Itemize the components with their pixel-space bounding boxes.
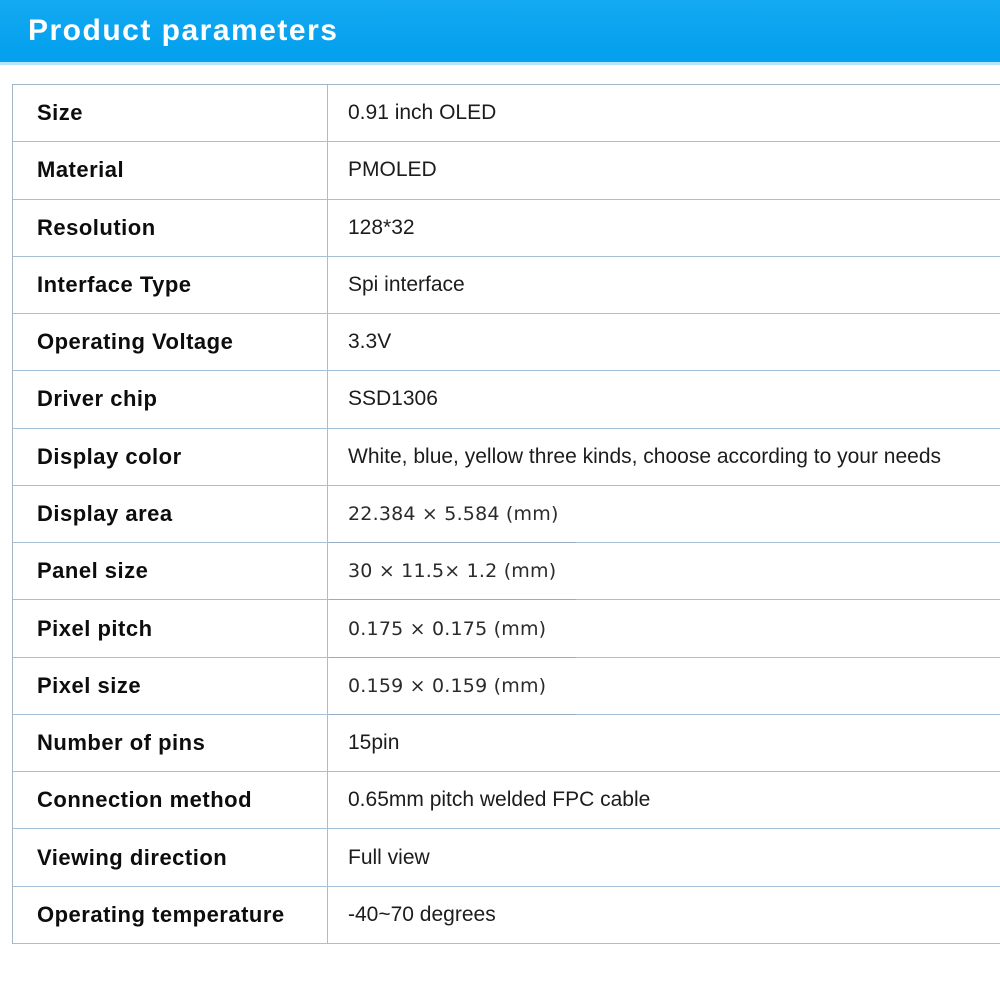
- param-value: White, blue, yellow three kinds, choose …: [348, 444, 941, 468]
- param-label: Connection method: [13, 772, 328, 829]
- param-value: Full view: [348, 845, 430, 869]
- param-label: Material: [13, 142, 328, 199]
- param-value: 3.3V: [348, 330, 392, 354]
- param-label: Panel size: [13, 543, 328, 600]
- table-row-display-color: Display color White, blue, yellow three …: [13, 428, 1000, 486]
- table-row-connection-method: Connection method 0.65mm pitch welded FP…: [13, 772, 1000, 830]
- page-title: Product parameters: [28, 14, 339, 47]
- param-value: SSD1306: [348, 387, 438, 411]
- table-row-panel-size: Panel size 30 × 11.5× 1.2 (mm): [13, 543, 1000, 602]
- param-value: 0.91 inch OLED: [348, 101, 497, 125]
- header-banner: Product parameters: [0, 0, 1000, 65]
- param-label: Display area: [13, 485, 328, 543]
- param-label: Operating Voltage: [13, 314, 328, 371]
- table-row-operating-temperature: Operating temperature -40~70 degrees: [13, 886, 1000, 944]
- table-row-number-of-pins: Number of pins 15pin: [13, 714, 1000, 773]
- param-value: PMOLED: [348, 158, 437, 182]
- param-value: 0.65mm pitch welded FPC cable: [348, 788, 651, 812]
- table-row-driver-chip: Driver chip SSD1306: [13, 371, 1000, 429]
- param-label: Number of pins: [13, 714, 328, 772]
- param-value: 0.175 × 0.175 (mm): [348, 617, 547, 640]
- param-value: Spi interface: [348, 272, 465, 296]
- table-row-pixel-pitch: Pixel pitch 0.175 × 0.175 (mm): [13, 600, 1000, 659]
- parameters-table: Size 0.91 inch OLED Material PMOLED Reso…: [12, 84, 1000, 944]
- table-row-pixel-size: Pixel size 0.159 × 0.159 (mm): [13, 657, 1000, 717]
- param-label: Viewing direction: [13, 829, 328, 886]
- table-row-viewing-direction: Viewing direction Full view: [13, 829, 1000, 887]
- param-label: Interface Type: [13, 256, 328, 314]
- param-label: Display color: [13, 428, 328, 485]
- param-label: Pixel pitch: [13, 600, 328, 657]
- param-value: 128*32: [348, 215, 415, 239]
- param-label: Operating temperature: [13, 886, 328, 943]
- param-label: Resolution: [13, 199, 328, 256]
- table-row-display-area: Display area 22.384 × 5.584 (mm): [13, 485, 1000, 545]
- param-value: 22.384 × 5.584 (mm): [348, 502, 559, 525]
- param-label: Driver chip: [13, 371, 328, 428]
- param-label: Size: [13, 85, 328, 142]
- param-value: 0.159 × 0.159 (mm): [348, 674, 547, 697]
- param-label: Pixel size: [13, 657, 328, 714]
- table-row-size: Size 0.91 inch OLED: [13, 85, 1000, 143]
- param-value: 15pin: [348, 731, 400, 755]
- param-value: -40~70 degrees: [348, 902, 496, 926]
- param-value: 30 × 11.5× 1.2 (mm): [348, 560, 557, 583]
- table-row-operating-voltage: Operating Voltage 3.3V: [13, 314, 1000, 372]
- table-row-interface-type: Interface Type Spi interface: [13, 256, 1000, 315]
- table-row-resolution: Resolution 128*32: [13, 199, 1000, 257]
- table-row-material: Material PMOLED: [13, 142, 1000, 200]
